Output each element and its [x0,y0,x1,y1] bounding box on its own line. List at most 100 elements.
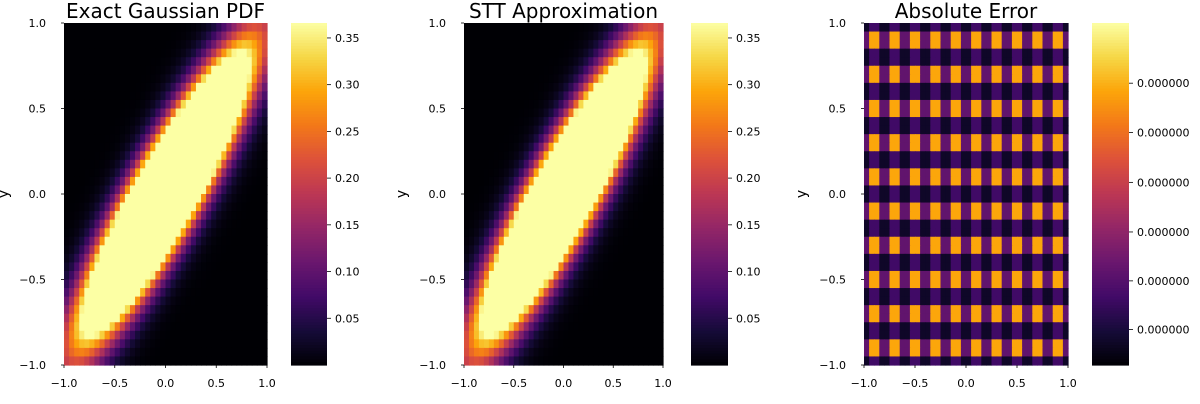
heatmap-cell [1053,66,1059,75]
heatmap-cell [206,74,212,83]
heatmap-cell [628,66,634,75]
heatmap-cell [879,57,885,66]
heatmap-cell [1032,322,1038,331]
heatmap-cell [74,49,80,58]
heatmap-cell [568,160,574,169]
heatmap-cell [618,262,624,271]
heatmap-cell [573,143,579,152]
heatmap-cell [628,220,634,229]
heatmap-cell [900,134,906,143]
heatmap-cell [145,211,151,220]
heatmap-cell [603,49,609,58]
heatmap-cell [578,254,584,263]
heatmap-cell [628,32,634,41]
heatmap-cell [145,356,151,365]
heatmap-cell [534,271,540,280]
heatmap-cell [120,237,126,246]
heatmap-cell [74,220,80,229]
heatmap-cell [997,143,1003,152]
heatmap-cell [186,49,192,58]
heatmap-cell [181,305,187,314]
heatmap-cell [976,288,982,297]
heatmap-cell [981,57,987,66]
heatmap-cell [469,49,475,58]
heatmap-cell [226,74,232,83]
heatmap-cell [539,305,545,314]
heatmap-cell [941,83,947,92]
heatmap-cell [941,49,947,58]
heatmap-cell [613,160,619,169]
heatmap-cell [191,91,197,100]
heatmap-cell [145,117,151,126]
heatmap-cell [578,288,584,297]
heatmap-cell [884,314,890,323]
heatmap-cell [648,322,654,331]
heatmap-cell [1027,168,1033,177]
heatmap-cell [226,348,232,357]
heatmap-cell [166,211,172,220]
heatmap-cell [247,356,253,365]
heatmap-cell [257,297,263,306]
heatmap-cell [64,288,70,297]
heatmap-cell [94,220,100,229]
heatmap-cell [105,245,111,254]
heatmap-cell [529,160,535,169]
heatmap-cell [221,143,227,152]
heatmap-cell [100,23,106,32]
heatmap-cell [544,245,550,254]
heatmap-cell [519,211,525,220]
heatmap-cell [221,314,227,323]
heatmap-cell [186,23,192,32]
heatmap-cell [559,305,565,314]
heatmap-cell [130,339,136,348]
heatmap-cell [64,32,70,41]
heatmap-cell [514,211,520,220]
heatmap-cell [211,305,217,314]
heatmap-cell [1053,134,1059,143]
heatmap-cell [262,40,268,49]
heatmap-cell [499,23,505,32]
heatmap-cell [1048,100,1054,109]
heatmap-cell [588,143,594,152]
y-tick-label: −1.0 [19,359,46,372]
heatmap-cell [941,305,947,314]
heatmap-cell [593,49,599,58]
heatmap-cell [986,211,992,220]
heatmap-cell [643,322,649,331]
heatmap-cell [140,23,146,32]
heatmap-cell [247,83,253,92]
heatmap-cell [79,356,85,365]
heatmap-cell [160,271,166,280]
heatmap-cell [638,91,644,100]
heatmap-cell [920,66,926,75]
heatmap-cell [900,322,906,331]
heatmap-cell [559,49,565,58]
heatmap-cell [941,100,947,109]
heatmap-cell [895,280,901,289]
colorbar-tick-label: 0.30 [736,79,761,92]
heatmap-cell [613,134,619,143]
heatmap-cell [966,66,972,75]
heatmap-cell [976,117,982,126]
heatmap-cell [1012,168,1018,177]
heatmap-cell [105,203,111,212]
heatmap-cell [890,314,896,323]
heatmap-cell [211,262,217,271]
heatmap-cell [900,74,906,83]
heatmap-cell [564,23,570,32]
heatmap-cell [69,254,75,263]
heatmap-cell [593,228,599,237]
heatmap-cell [874,322,880,331]
heatmap-cell [524,109,530,118]
heatmap-cell [519,356,525,365]
heatmap-cell [539,348,545,357]
heatmap-cell [573,314,579,323]
heatmap-cell [1048,40,1054,49]
heatmap-cell [564,126,570,135]
heatmap-cell [84,331,90,340]
heatmap-cell [171,314,177,323]
heatmap-cell [603,305,609,314]
heatmap-cell [583,109,589,118]
heatmap-cell [120,194,126,203]
heatmap-cell [1002,220,1008,229]
